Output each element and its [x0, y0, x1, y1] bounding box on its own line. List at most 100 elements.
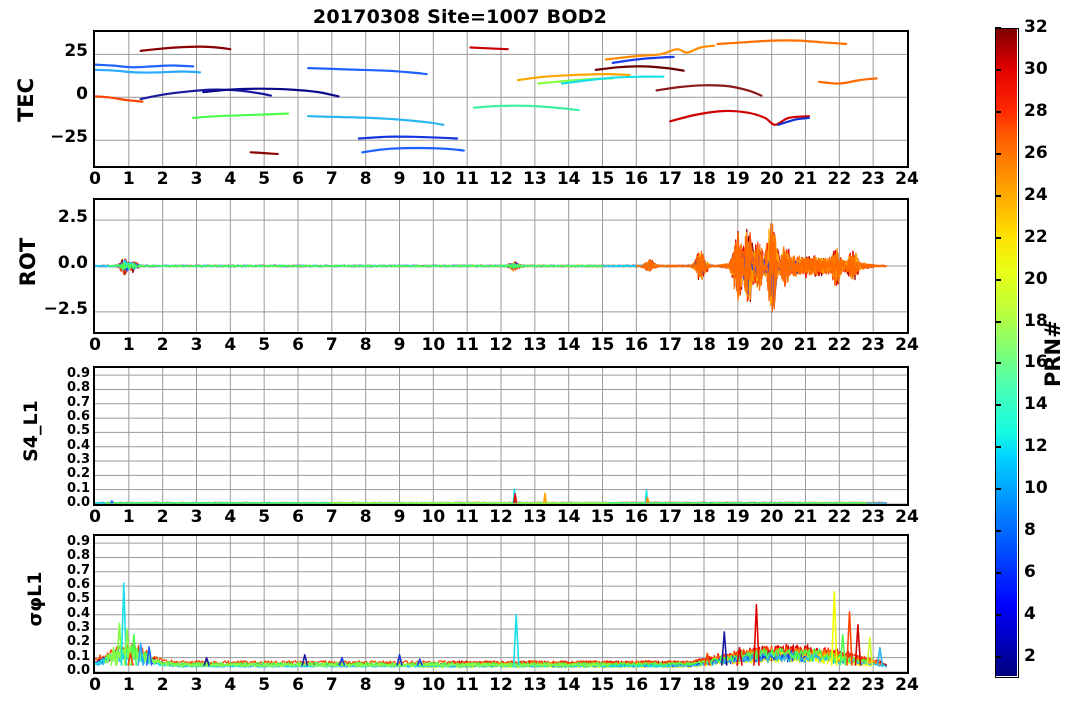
xtick-sigmaphi-20: 20: [759, 675, 784, 695]
tec-arc-prn-5: [361, 146, 465, 154]
ytick-sigmaphi-0.8: 0.8: [66, 548, 90, 564]
colorbar-tick-8: 8: [1024, 520, 1036, 541]
colorbar-tick-6: 6: [1024, 562, 1036, 583]
ytick-rot-0: 0.0: [57, 253, 88, 273]
xtick-sigmaphi-17: 17: [658, 675, 682, 695]
xtick-s4l1-19: 19: [725, 507, 750, 527]
sigmaphi-spike-19: [846, 611, 853, 666]
xtick-tec-19: 19: [725, 169, 750, 189]
ytick-tec-0: 0: [76, 84, 88, 105]
xtick-s4l1-7: 7: [325, 507, 338, 527]
sigmaphi-spike-5: [137, 642, 144, 666]
xtick-s4l1-5: 5: [258, 507, 271, 527]
tec-arc-prn-27: [95, 95, 144, 103]
tec-arc-prn-3: [139, 88, 272, 101]
xtick-tec-5: 5: [258, 169, 271, 189]
sigmaphi-spike-17: [753, 603, 760, 666]
sigmaphi-spike-22: [866, 636, 874, 666]
colorbar-tickmark-30: [995, 68, 1001, 71]
xtick-sigmaphi-6: 6: [292, 675, 304, 695]
xtick-s4l1-12: 12: [489, 507, 513, 527]
xtick-tec-23: 23: [861, 169, 885, 189]
xtick-rot-18: 18: [692, 335, 716, 355]
xtick-tec-16: 16: [624, 169, 649, 189]
sigmaphi-spike-16: [736, 646, 743, 666]
tec-arc-prn-17: [472, 104, 580, 112]
xtick-rot-9: 9: [393, 335, 406, 355]
xtick-tec-11: 11: [455, 169, 479, 189]
tec-arc-prn-16: [192, 112, 289, 119]
xtick-rot-0: 0: [89, 335, 101, 355]
colorbar-tick-22: 22: [1024, 226, 1048, 247]
tec-arc-prn-23: [139, 45, 232, 52]
xtick-tec-17: 17: [658, 169, 682, 189]
xtick-sigmaphi-15: 15: [590, 675, 615, 695]
xtick-rot-2: 2: [156, 335, 169, 355]
xtick-s4l1-6: 6: [292, 507, 304, 527]
xtick-tec-6: 6: [292, 169, 304, 189]
ytick-sigmaphi-0.5: 0.5: [66, 591, 90, 607]
tec-arc-prn-30: [594, 65, 685, 72]
tec-arc-prn-21: [655, 84, 763, 97]
xtick-tec-12: 12: [489, 169, 513, 189]
rot-panel: [93, 198, 909, 334]
xtick-tec-14: 14: [556, 169, 581, 189]
xtick-sigmaphi-12: 12: [489, 675, 513, 695]
colorbar-tickmark-18: [995, 320, 1001, 323]
xtick-sigmaphi-8: 8: [359, 675, 372, 695]
ytick-rot-2.5: 2.5: [57, 207, 88, 228]
ytick-s4l1-0.2: 0.2: [66, 466, 90, 482]
tec-arc-prn-12: [307, 115, 445, 126]
xtick-tec-0: 0: [89, 169, 101, 189]
tec-arc-prn-25: [516, 73, 631, 82]
sigmaphi-spike-15: [721, 631, 728, 666]
sigmaphi-spike-13: [512, 613, 520, 666]
tec-arc-prn-28: [604, 44, 716, 61]
xtick-s4l1-18: 18: [692, 507, 716, 527]
xtick-sigmaphi-18: 18: [692, 675, 716, 695]
xtick-rot-16: 16: [624, 335, 649, 355]
ytick-sigmaphi-0.0: 0.0: [66, 663, 90, 678]
sigmaphi-spike-6: [145, 646, 153, 666]
ytick-tec--25: −25: [50, 127, 88, 148]
xtick-sigmaphi-9: 9: [393, 675, 406, 695]
ytick-s4l1-0.3: 0.3: [66, 452, 90, 468]
xtick-s4l1-22: 22: [827, 507, 852, 527]
ytick-s4l1-0.7: 0.7: [66, 394, 90, 410]
tec-arc-prn-31: [469, 46, 509, 51]
page-title: 20170308 Site=1007 BOD2: [312, 6, 608, 28]
colorbar-tickmark-6: [995, 572, 1001, 575]
tec-arc-prn-9: [307, 67, 428, 76]
xtick-s4l1-15: 15: [590, 507, 615, 527]
tec-arc-prn-4: [611, 55, 675, 64]
xtick-s4l1-24: 24: [895, 507, 919, 527]
xtick-s4l1-0: 0: [89, 507, 101, 527]
xtick-s4l1-1: 1: [122, 507, 135, 527]
xtick-sigmaphi-7: 7: [325, 675, 338, 695]
tec-arc-prn-7: [777, 116, 810, 126]
xtick-s4l1-20: 20: [759, 507, 784, 527]
xtick-s4l1-3: 3: [190, 507, 203, 527]
xtick-tec-1: 1: [122, 169, 135, 189]
xtick-sigmaphi-21: 21: [793, 675, 818, 695]
sigmaphi-spike-9: [301, 654, 309, 666]
xtick-rot-24: 24: [895, 335, 919, 355]
ytick-s4l1-0.5: 0.5: [66, 423, 90, 439]
xtick-rot-4: 4: [224, 335, 237, 355]
colorbar-tickmark-4: [995, 614, 1001, 617]
ytick-sigmaphi-0.1: 0.1: [66, 648, 90, 664]
xtick-tec-2: 2: [156, 169, 169, 189]
colorbar-tick-26: 26: [1024, 142, 1048, 163]
tec-arc-prn-22: [249, 151, 279, 156]
ytick-s4l1-0.8: 0.8: [66, 380, 90, 396]
tec-arc-prn-6: [357, 135, 459, 140]
colorbar-tick-18: 18: [1024, 310, 1048, 331]
xtick-tec-9: 9: [393, 169, 406, 189]
sigmaphi-trace-10: [104, 646, 610, 668]
xtick-rot-15: 15: [590, 335, 615, 355]
xtick-tec-22: 22: [827, 169, 852, 189]
xtick-tec-13: 13: [522, 169, 547, 189]
xtick-rot-17: 17: [658, 335, 682, 355]
xtick-rot-14: 14: [556, 335, 581, 355]
xtick-sigmaphi-4: 4: [224, 675, 237, 695]
